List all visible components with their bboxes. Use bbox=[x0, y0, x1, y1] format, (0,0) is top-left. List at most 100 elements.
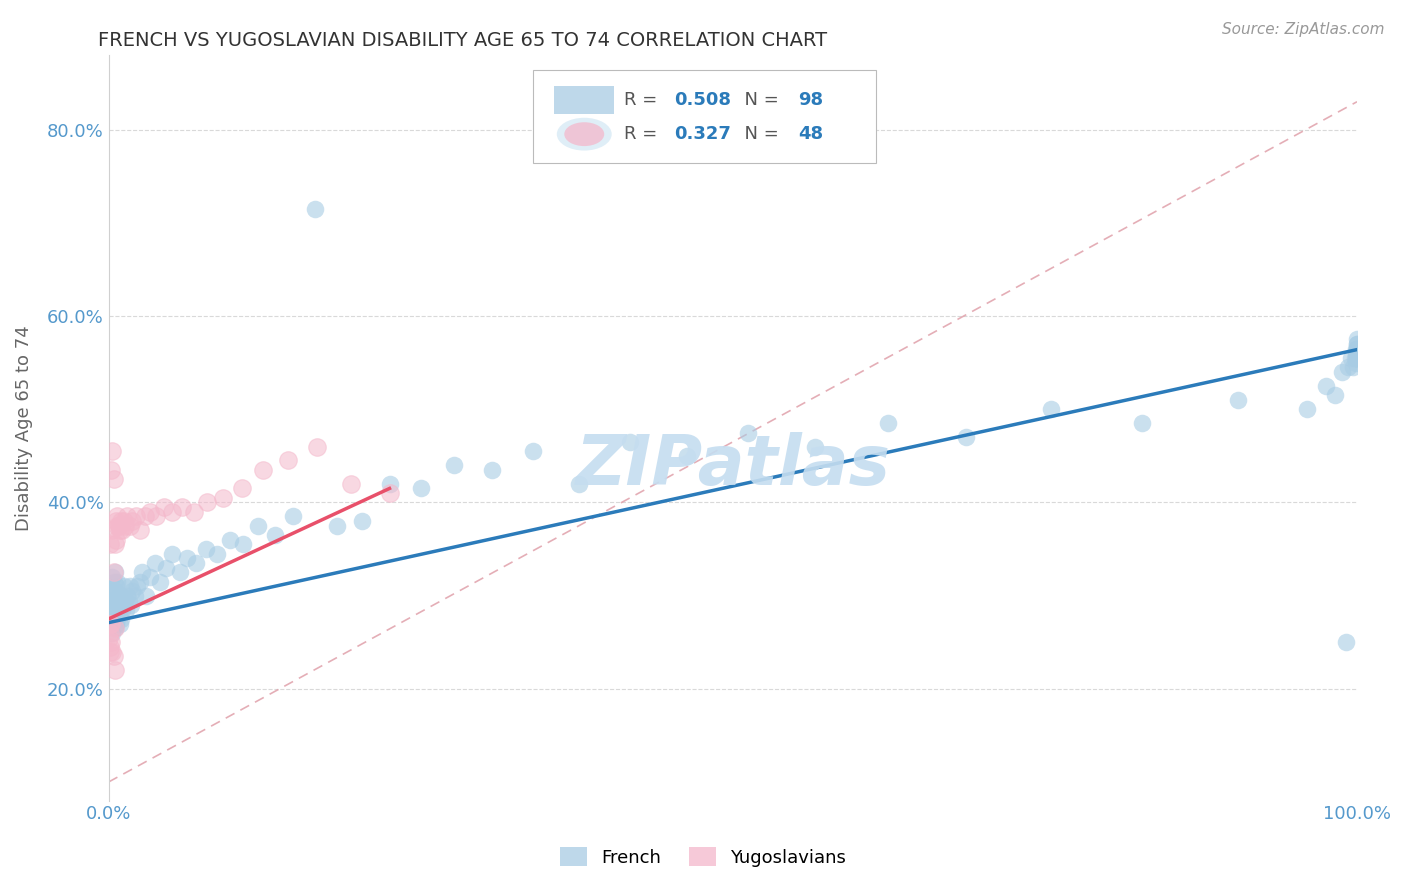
Point bbox=[100, 616, 122, 631]
Point bbox=[98, 612, 121, 626]
Point bbox=[195, 495, 218, 509]
Point bbox=[104, 621, 127, 635]
Point bbox=[162, 505, 184, 519]
Point bbox=[139, 570, 162, 584]
Point bbox=[1346, 346, 1368, 360]
Point bbox=[105, 574, 128, 589]
Point bbox=[1340, 351, 1362, 365]
Point bbox=[135, 589, 157, 603]
Point bbox=[103, 566, 125, 580]
Point bbox=[1337, 360, 1360, 375]
Point bbox=[1346, 342, 1368, 356]
Point bbox=[176, 551, 198, 566]
Point bbox=[105, 598, 128, 612]
Point bbox=[114, 593, 136, 607]
Point bbox=[443, 458, 465, 472]
Point bbox=[105, 616, 128, 631]
Point bbox=[100, 626, 122, 640]
FancyBboxPatch shape bbox=[533, 70, 876, 163]
Point bbox=[103, 472, 125, 486]
Text: R =: R = bbox=[624, 125, 664, 143]
Point bbox=[145, 509, 167, 524]
Point bbox=[101, 589, 124, 603]
Point bbox=[100, 584, 122, 599]
Point bbox=[1341, 360, 1364, 375]
Point bbox=[1296, 402, 1319, 417]
Point bbox=[105, 518, 128, 533]
Point bbox=[152, 500, 174, 514]
Point bbox=[117, 593, 139, 607]
Point bbox=[481, 463, 503, 477]
Point bbox=[118, 518, 141, 533]
Text: N =: N = bbox=[733, 125, 785, 143]
Point bbox=[111, 602, 134, 616]
Point bbox=[231, 482, 253, 496]
Point bbox=[218, 533, 240, 547]
Point bbox=[98, 644, 121, 658]
Point bbox=[101, 444, 124, 458]
Point bbox=[183, 505, 205, 519]
Point bbox=[675, 449, 697, 463]
Point bbox=[104, 621, 127, 635]
Point bbox=[184, 556, 207, 570]
Point bbox=[1346, 337, 1368, 351]
Point bbox=[1334, 635, 1357, 649]
Point bbox=[104, 537, 127, 551]
Point bbox=[117, 509, 139, 524]
Point bbox=[1343, 351, 1365, 365]
Point bbox=[98, 640, 121, 654]
Point bbox=[100, 616, 122, 631]
Point bbox=[104, 584, 127, 599]
Point bbox=[118, 579, 141, 593]
Point bbox=[101, 626, 124, 640]
Point bbox=[107, 518, 129, 533]
Point bbox=[101, 524, 124, 538]
Text: 98: 98 bbox=[797, 91, 823, 109]
Point bbox=[110, 612, 132, 626]
Point bbox=[114, 518, 136, 533]
Point bbox=[124, 589, 146, 603]
Point bbox=[1330, 365, 1353, 379]
Point bbox=[105, 579, 128, 593]
Point bbox=[103, 612, 125, 626]
Text: 48: 48 bbox=[797, 125, 823, 143]
Point bbox=[1344, 342, 1367, 356]
Point bbox=[104, 663, 127, 677]
Point bbox=[105, 509, 128, 524]
Point bbox=[804, 440, 827, 454]
Point bbox=[232, 537, 254, 551]
Point bbox=[101, 570, 124, 584]
Point bbox=[100, 602, 122, 616]
Point bbox=[283, 509, 305, 524]
Point bbox=[117, 589, 139, 603]
Point bbox=[98, 593, 121, 607]
Point bbox=[619, 434, 641, 449]
Point bbox=[277, 453, 299, 467]
Point bbox=[120, 598, 142, 612]
Circle shape bbox=[564, 122, 605, 146]
Point bbox=[100, 635, 122, 649]
Point bbox=[107, 589, 129, 603]
Point bbox=[1346, 342, 1368, 356]
Point bbox=[110, 514, 132, 528]
Point bbox=[162, 547, 184, 561]
Point bbox=[128, 574, 150, 589]
Point bbox=[1040, 402, 1063, 417]
Point bbox=[108, 598, 131, 612]
Point bbox=[98, 631, 121, 645]
Point bbox=[172, 500, 194, 514]
Point bbox=[108, 616, 131, 631]
Point bbox=[409, 482, 432, 496]
Point bbox=[107, 607, 129, 622]
Point bbox=[1346, 356, 1368, 370]
Point bbox=[104, 602, 127, 616]
Point bbox=[108, 524, 131, 538]
Text: ZIPatlas: ZIPatlas bbox=[575, 432, 890, 499]
Point bbox=[103, 593, 125, 607]
Point bbox=[169, 566, 191, 580]
Point bbox=[128, 524, 150, 538]
Point bbox=[378, 486, 401, 500]
Point bbox=[307, 440, 329, 454]
Point bbox=[121, 514, 143, 528]
Point bbox=[105, 514, 128, 528]
